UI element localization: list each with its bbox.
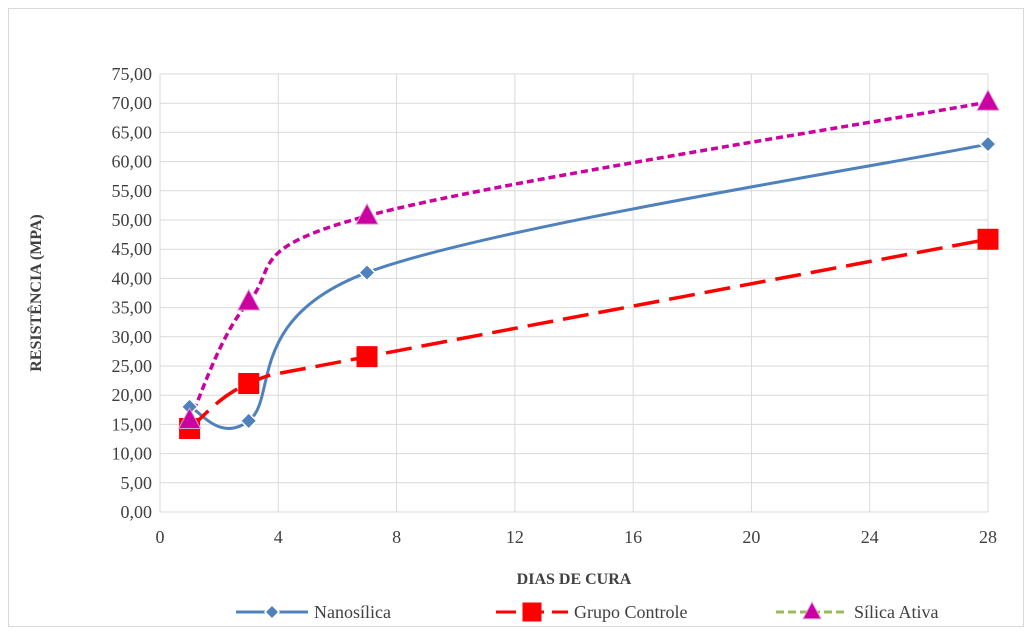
y-tick-label: 10,00 (112, 444, 153, 464)
y-tick-label: 35,00 (112, 298, 153, 318)
y-tick-label: 70,00 (112, 93, 153, 113)
y-tick-label: 5,00 (121, 473, 153, 493)
x-tick-label: 20 (742, 527, 760, 547)
x-axis-title: DIAS DE CURA (517, 571, 632, 588)
x-tick-label: 24 (861, 527, 879, 547)
series-line (188, 237, 989, 430)
y-tick-label: 20,00 (112, 385, 153, 405)
y-tick-label: 65,00 (112, 122, 153, 142)
y-tick-label: 55,00 (112, 181, 153, 201)
legend-swatch-marker (263, 603, 281, 621)
x-tick-label: 0 (156, 527, 165, 547)
data-point (177, 407, 202, 430)
legend: Nanosílica Grupo Controle Sílica Ativa (236, 601, 939, 622)
data-point (355, 202, 379, 225)
legend-swatch-marker (802, 601, 822, 620)
data-point (236, 288, 261, 311)
legend-label: Grupo Controle (574, 602, 687, 622)
y-tick-label: 50,00 (112, 210, 153, 230)
y-tick-label: 45,00 (112, 239, 153, 259)
y-tick-label: 60,00 (112, 152, 153, 172)
markers-group (177, 88, 1000, 439)
y-tick-label: 25,00 (112, 356, 153, 376)
data-point (977, 228, 999, 250)
x-tick-labels: 0 4 8 12 16 20 24 28 (156, 527, 998, 547)
series-group (188, 100, 989, 430)
x-tick-label: 16 (624, 527, 642, 547)
legend-label: Nanosílica (314, 602, 391, 622)
data-point (239, 411, 258, 430)
legend-swatch-marker (522, 602, 542, 622)
data-point (978, 135, 998, 154)
y-tick-labels: 0,00 5,00 10,00 15,00 20,00 25,00 30,00 35,00 40… (112, 64, 153, 522)
x-tick-label: 28 (979, 527, 997, 547)
y-tick-label: 75,00 (112, 64, 153, 84)
y-tick-label: 15,00 (112, 414, 153, 434)
x-tick-label: 4 (274, 527, 283, 547)
y-tick-label: 30,00 (112, 327, 153, 347)
data-point (238, 373, 260, 395)
series-line (188, 100, 989, 422)
x-tick-label: 8 (392, 527, 401, 547)
data-point (976, 88, 1000, 111)
data-point (356, 346, 378, 368)
data-point (357, 263, 377, 282)
x-tick-label: 12 (506, 527, 524, 547)
chart-frame (8, 8, 1024, 627)
y-axis-title: RESISTÊNCIA (MPA) (26, 214, 45, 372)
series-line (188, 142, 989, 430)
y-tick-label: 0,00 (121, 502, 153, 522)
grid-lines (159, 73, 989, 513)
y-tick-label: 40,00 (112, 268, 153, 288)
legend-label: Sílica Ativa (854, 602, 939, 622)
